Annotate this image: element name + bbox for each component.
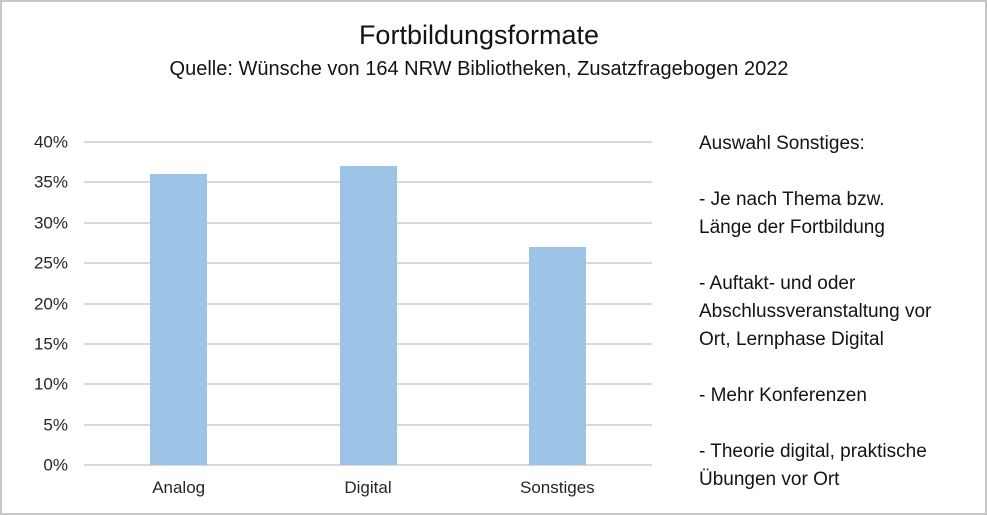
y-axis-tick-label: 5% [43,415,68,435]
bar-digital [339,166,397,465]
y-axis-tick-label: 15% [33,334,68,354]
annotation-item: - Mehr Konferenzen [699,385,867,406]
gridline [84,141,652,143]
y-axis-tick-label: 20% [33,294,68,313]
chart-title: Fortbildungsformate [358,20,600,50]
annotation-item: - Je nach Thema bzw. Länge der Fortbildu… [699,189,885,238]
x-axis-label: Digital [344,478,392,497]
annotation-item: - Theorie digital, praktische Übungen vo… [699,441,927,490]
y-axis-tick-label: 35% [33,172,68,192]
gridline [84,464,652,466]
bar-analog [150,174,208,465]
chart-header: Fortbildungsformate Quelle: Wünsche von … [2,18,956,82]
x-axis-label: Analog [152,478,206,497]
chart-subtitle: Quelle: Wünsche von 164 NRW Bibliotheken… [169,58,789,80]
bar-sonstiges [528,246,586,465]
plot-area: 0% 5% 10% 15% 20% 25% 30% 35% 40% Analog Digital So… [34,134,652,497]
x-axis-label: Sonstiges [519,478,595,497]
annotation-item: - Auftakt- und oder Abschlussveranstaltu… [699,273,932,350]
annotation-heading: Auswahl Sonstiges: [699,133,865,154]
annotation-panel: Auswahl Sonstiges: - Je nach Thema bzw. … [699,130,961,513]
y-axis-tick-label: 30% [33,213,68,233]
y-axis-tick-label: 10% [33,374,68,394]
y-axis-tick-label: 25% [33,253,68,273]
y-axis-tick-label: 40% [33,132,68,152]
y-axis-tick-label: 0% [43,455,68,475]
